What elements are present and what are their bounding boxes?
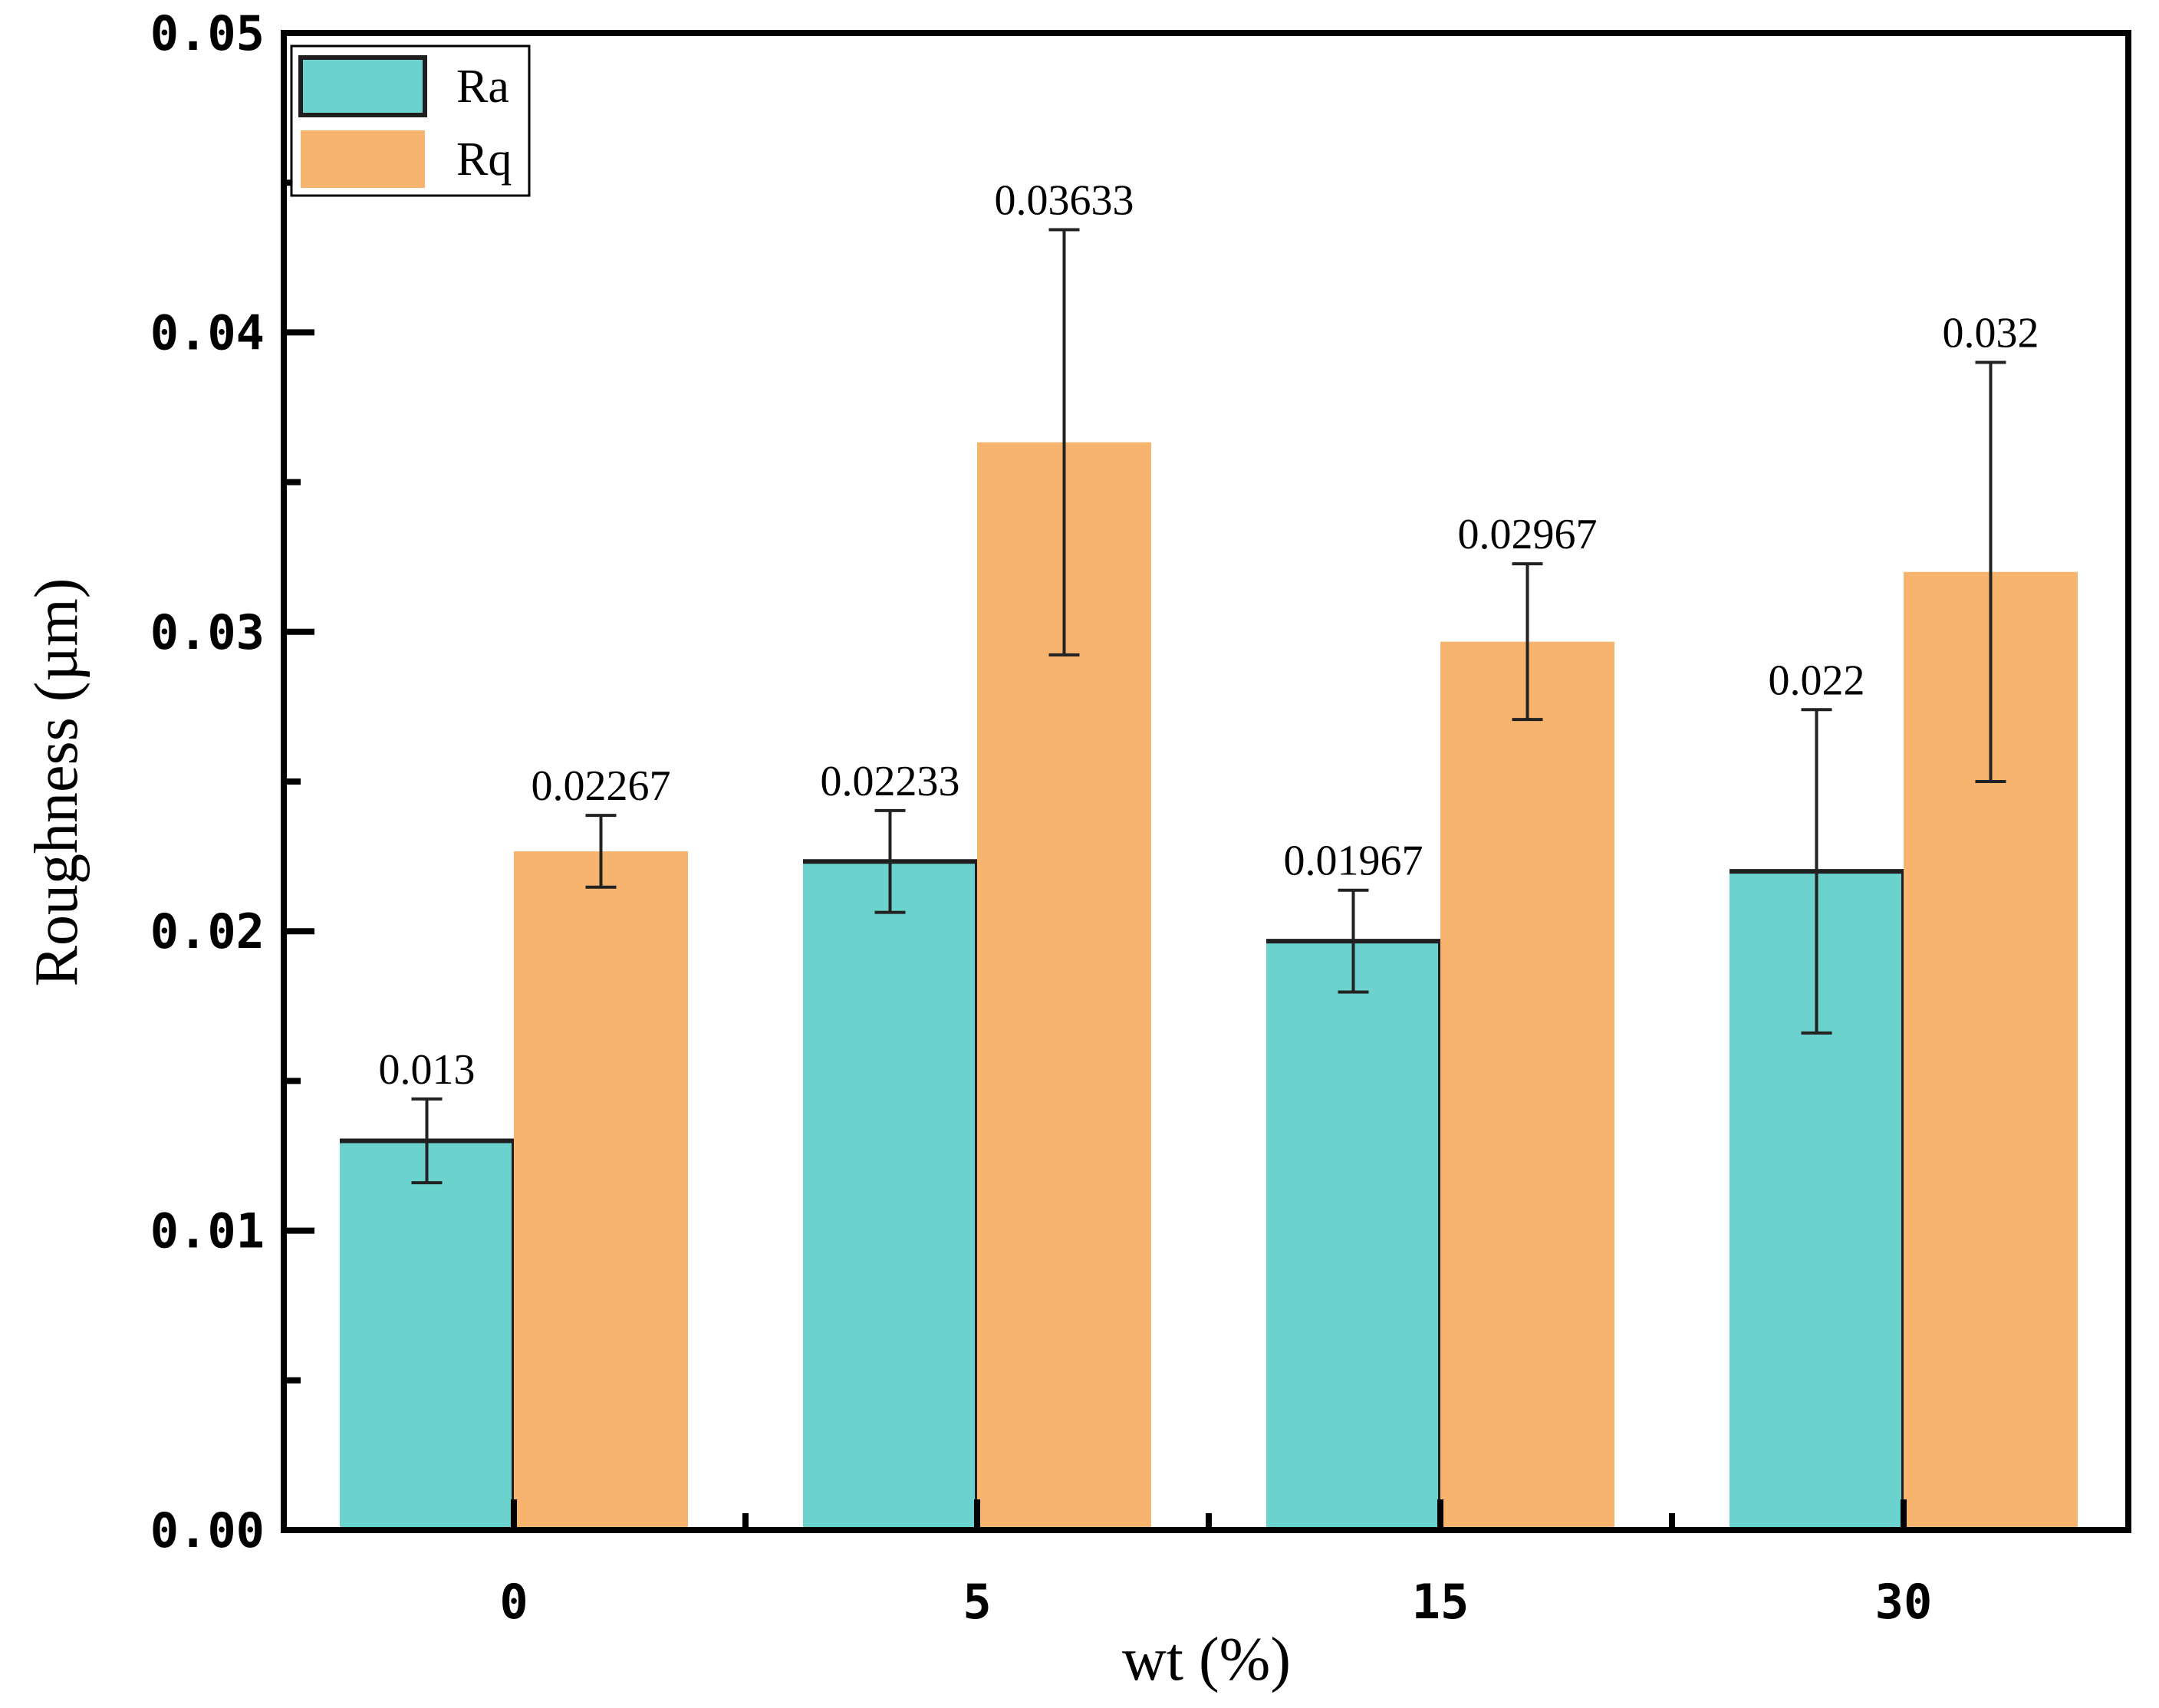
bar-ra-15 (1266, 941, 1440, 1530)
legend-label-rq: Rq (456, 133, 512, 186)
legend: Ra Rq (290, 44, 531, 197)
data-label-ra-30: 0.022 (1769, 657, 1865, 704)
data-label-rq-15: 0.02967 (1458, 511, 1598, 558)
data-label-rq-30: 0.032 (1943, 309, 2039, 357)
bar-rq-0 (514, 851, 688, 1530)
y-tick-label: 0.01 (150, 1203, 265, 1259)
x-axis-title: wt (%) (1122, 1626, 1291, 1693)
data-label-rq-5: 0.03633 (995, 176, 1134, 224)
bar-ra-5 (803, 861, 977, 1530)
x-tick-label-30: 30 (1875, 1574, 1933, 1630)
data-label-ra-5: 0.02233 (821, 758, 960, 805)
y-tick-label: 0.03 (150, 604, 265, 660)
legend-swatch-rq (301, 130, 425, 188)
error-bar-rq-0 (585, 814, 617, 889)
y-tick-label: 0.04 (150, 304, 265, 360)
y-axis-title: Roughness (µm) (23, 578, 91, 987)
data-label-ra-15: 0.01967 (1284, 838, 1423, 885)
plot-frame (281, 30, 2131, 1533)
data-label-rq-0: 0.02267 (532, 762, 671, 810)
legend-swatch-ra (298, 55, 427, 117)
y-tick-label: 0.00 (150, 1502, 265, 1558)
data-label-ra-0: 0.013 (379, 1046, 476, 1094)
error-bar-ra-0 (411, 1097, 443, 1185)
bar-rq-15 (1440, 641, 1614, 1530)
data-labels-layer: 0.013 0.02267 0.02233 0.03633 0.01967 0.02967… (379, 176, 2039, 1093)
error-bars-layer (411, 228, 2006, 1185)
y-tick-label: 0.02 (150, 903, 265, 959)
error-bar-ra-5 (874, 808, 906, 914)
error-bar-rq-5 (1048, 228, 1080, 657)
x-tick-label-5: 5 (963, 1574, 991, 1630)
y-tick-label: 0.05 (150, 5, 265, 61)
x-tick-label-15: 15 (1412, 1574, 1470, 1630)
error-bar-rq-30 (1975, 360, 2006, 783)
x-tick-label-0: 0 (499, 1574, 528, 1630)
bar-ra-0 (340, 1140, 514, 1530)
error-bar-ra-15 (1338, 888, 1369, 994)
legend-label-ra: Ra (456, 61, 509, 113)
error-bar-ra-30 (1801, 708, 1832, 1035)
error-bar-rq-15 (1512, 562, 1543, 722)
